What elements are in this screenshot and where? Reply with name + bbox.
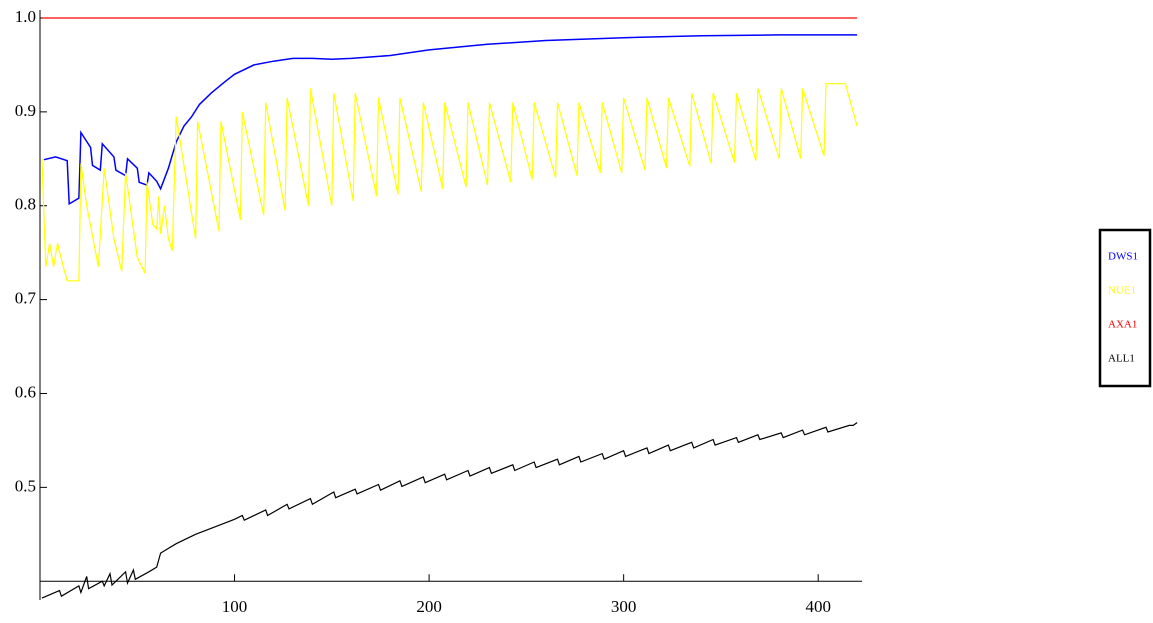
y-tick-label: 1.0 (15, 7, 36, 26)
y-tick-label: 0.5 (15, 476, 36, 495)
y-tick-label: 0.7 (15, 289, 37, 308)
series-line (41, 422, 858, 599)
legend-label: NUE1 (1108, 285, 1136, 297)
x-tick-label: 100 (222, 597, 248, 616)
legend-label: DWS1 (1108, 251, 1138, 263)
y-tick-label: 0.9 (15, 101, 36, 120)
y-tick-label: 0.6 (15, 382, 36, 401)
x-tick-label: 400 (805, 597, 831, 616)
series-line (41, 83, 858, 282)
x-tick-label: 300 (611, 597, 637, 616)
series-line (43, 34, 858, 206)
legend-label: ALL1 (1108, 353, 1135, 365)
x-tick-label: 200 (416, 597, 442, 616)
legend-label: AXA1 (1108, 319, 1137, 331)
legend-box (1098, 228, 1152, 388)
y-tick-label: 0.8 (15, 195, 36, 214)
